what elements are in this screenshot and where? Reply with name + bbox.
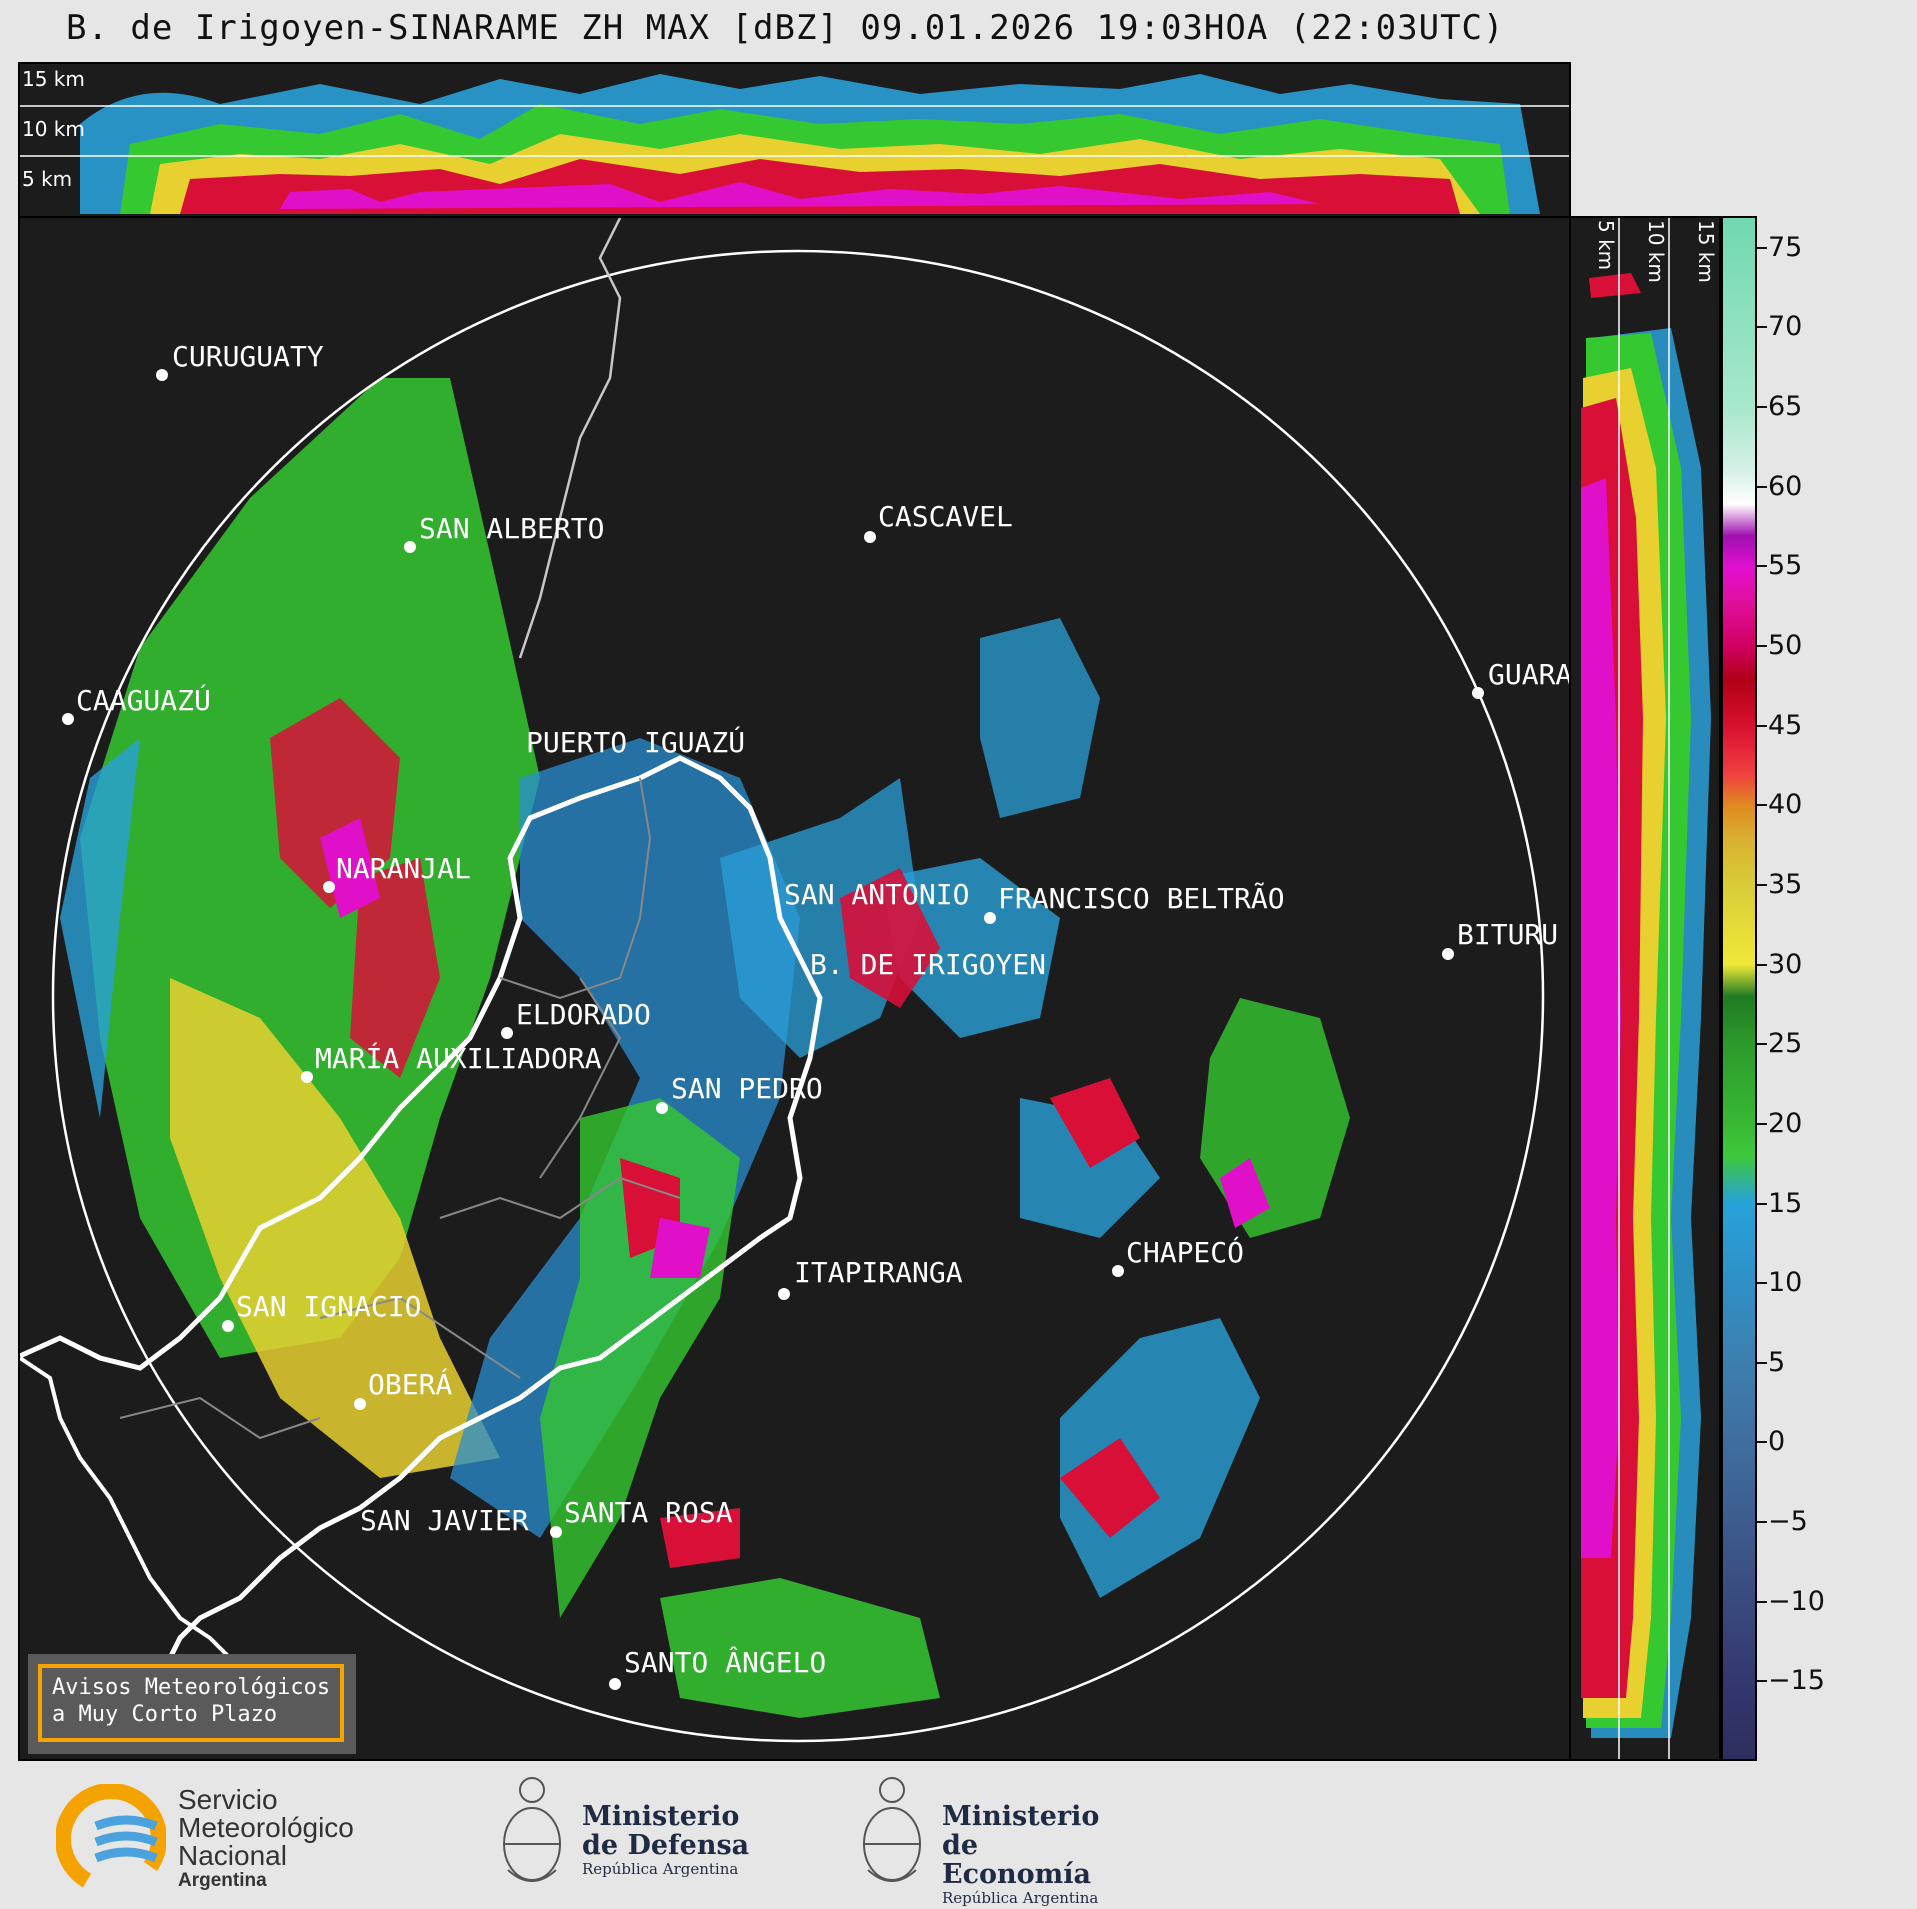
smn-logo: Servicio Meteorológico Nacional Argentin… bbox=[56, 1784, 396, 1894]
place-label: OBERÁ bbox=[368, 1367, 452, 1401]
place-label: SAN ANTONIO bbox=[784, 878, 969, 911]
place-label: PUERTO IGUAZÚ bbox=[526, 725, 745, 759]
colorbar-tick-label: 20 bbox=[1768, 1107, 1803, 1139]
colorbar-tick bbox=[1757, 963, 1767, 966]
colorbar-tick-label: 55 bbox=[1768, 550, 1803, 582]
top-cross-section: 15 km 10 km 5 km bbox=[18, 62, 1571, 218]
place-label: GUARA bbox=[1488, 658, 1571, 691]
colorbar-tick bbox=[1757, 246, 1767, 249]
colorbar-tick-label: 65 bbox=[1768, 391, 1803, 423]
colorbar-tick-label: 50 bbox=[1768, 630, 1803, 662]
top-height-5: 5 km bbox=[22, 167, 72, 191]
smn-line4: Argentina bbox=[178, 1870, 267, 1891]
defensa-line1: Ministerio bbox=[582, 1801, 740, 1832]
colorbar-tick bbox=[1757, 565, 1767, 568]
colorbar-tick bbox=[1757, 1600, 1767, 1603]
colorbar-tick-label: 70 bbox=[1768, 311, 1803, 343]
precipitation-echoes bbox=[60, 378, 1350, 1718]
place-label: B. DE IRIGOYEN bbox=[810, 948, 1046, 981]
side-height-15: 15 km bbox=[1694, 220, 1718, 283]
economia-line3: República Argentina bbox=[942, 1889, 1099, 1907]
smn-line1: Servicio bbox=[178, 1784, 278, 1815]
side-height-10: 10 km bbox=[1644, 220, 1668, 283]
colorbar-tick bbox=[1757, 883, 1767, 886]
avisos-line1: Avisos Meteorológicos bbox=[52, 1675, 331, 1700]
place-label: NARANJAL bbox=[336, 852, 471, 885]
place-label: MARÍA AUXILIADORA bbox=[315, 1041, 602, 1075]
place-label: ITAPIRANGA bbox=[794, 1256, 963, 1289]
defensa-logo: Ministerio de Defensa República Argentin… bbox=[494, 1772, 754, 1902]
place-label: CHAPECÓ bbox=[1126, 1235, 1244, 1269]
colorbar-tick-label: 0 bbox=[1768, 1426, 1786, 1458]
colorbar-tick bbox=[1757, 1122, 1767, 1125]
place-label: CURUGUATY bbox=[172, 340, 324, 373]
place-label: ELDORADO bbox=[516, 998, 651, 1031]
national-seal-icon bbox=[863, 1777, 921, 1882]
place-label: SAN PEDRO bbox=[671, 1072, 823, 1105]
place-label: SAN IGNACIO bbox=[236, 1290, 421, 1323]
colorbar-tick-label: 5 bbox=[1768, 1346, 1786, 1378]
avisos-box: Avisos Meteorológicos a Muy Corto Plazo bbox=[28, 1654, 356, 1754]
radar-map[interactable]: CURUGUATY SAN ALBERTO CAAGUAZÚ CASCAVEL … bbox=[18, 216, 1571, 1761]
economia-logo: Ministerio de Economía República Argenti… bbox=[854, 1772, 1134, 1907]
economia-line1: Ministerio bbox=[942, 1801, 1100, 1832]
colorbar-tick bbox=[1757, 1043, 1767, 1046]
colorbar-tick-label: −15 bbox=[1768, 1665, 1825, 1697]
colorbar-tick bbox=[1757, 1361, 1767, 1364]
avisos-line2: a Muy Corto Plazo bbox=[52, 1702, 278, 1727]
smn-emblem-icon bbox=[56, 1784, 166, 1894]
place-markers bbox=[62, 369, 1484, 1690]
colorbar-tick-label: 40 bbox=[1768, 789, 1803, 821]
place-label: SAN JAVIER bbox=[360, 1504, 529, 1537]
colorbar-tick-label: −10 bbox=[1768, 1585, 1825, 1617]
colorbar-tick bbox=[1757, 1282, 1767, 1285]
colorbar-tick bbox=[1757, 1680, 1767, 1683]
colorbar-tick bbox=[1757, 406, 1767, 409]
colorbar-tick-label: 15 bbox=[1768, 1187, 1803, 1219]
place-label: SANTO ÂNGELO bbox=[624, 1645, 826, 1679]
colorbar-tick bbox=[1757, 485, 1767, 488]
colorbar-tick bbox=[1757, 804, 1767, 807]
top-height-15: 15 km bbox=[22, 67, 85, 91]
colorbar-tick-label: 75 bbox=[1768, 231, 1803, 263]
range-ring bbox=[51, 249, 1545, 1743]
colorbar-tick bbox=[1757, 326, 1767, 329]
colorbar-tick bbox=[1757, 1441, 1767, 1444]
colorbar bbox=[1721, 216, 1757, 1761]
boundaries bbox=[20, 218, 823, 1720]
colorbar-tick-label: 10 bbox=[1768, 1267, 1803, 1299]
national-seal-icon bbox=[503, 1777, 561, 1882]
colorbar-tick-label: 35 bbox=[1768, 868, 1803, 900]
side-cross-section-plot: 5 km 10 km 15 km bbox=[1581, 218, 1718, 1759]
defensa-line2: de Defensa bbox=[582, 1830, 750, 1861]
place-label: SANTA ROSA bbox=[564, 1496, 733, 1529]
place-label: FRANCISCO BELTRÃO bbox=[998, 882, 1285, 915]
colorbar-tick-label: 60 bbox=[1768, 470, 1803, 502]
colorbar-tick bbox=[1757, 1202, 1767, 1205]
colorbar-tick bbox=[1757, 645, 1767, 648]
colorbar-tick bbox=[1757, 1521, 1767, 1524]
economia-line2: de Economía bbox=[942, 1830, 1091, 1890]
defensa-line3: República Argentina bbox=[582, 1860, 739, 1878]
smn-line3: Nacional bbox=[178, 1840, 287, 1871]
smn-line2: Meteorológico bbox=[178, 1812, 354, 1843]
place-label: BITURU bbox=[1457, 918, 1558, 951]
top-height-10: 10 km bbox=[22, 117, 85, 141]
colorbar-tick-label: 30 bbox=[1768, 948, 1803, 980]
side-height-5: 5 km bbox=[1594, 220, 1618, 270]
map-title: B. de Irigoyen-SINARAME ZH MAX [dBZ] 09.… bbox=[66, 8, 1505, 48]
side-cross-section: 5 km 10 km 15 km bbox=[1569, 216, 1721, 1761]
place-label: CASCAVEL bbox=[878, 500, 1013, 533]
colorbar-tick-label: 45 bbox=[1768, 709, 1803, 741]
colorbar-tick bbox=[1757, 724, 1767, 727]
colorbar-tick-label: 25 bbox=[1768, 1028, 1803, 1060]
colorbar-tick-label: −5 bbox=[1768, 1506, 1808, 1538]
top-cross-section-plot: 15 km 10 km 5 km bbox=[20, 67, 1569, 214]
place-label: SAN ALBERTO bbox=[419, 512, 604, 545]
place-label: CAAGUAZÚ bbox=[76, 683, 211, 717]
radar-map-plot: CURUGUATY SAN ALBERTO CAAGUAZÚ CASCAVEL … bbox=[20, 218, 1571, 1743]
